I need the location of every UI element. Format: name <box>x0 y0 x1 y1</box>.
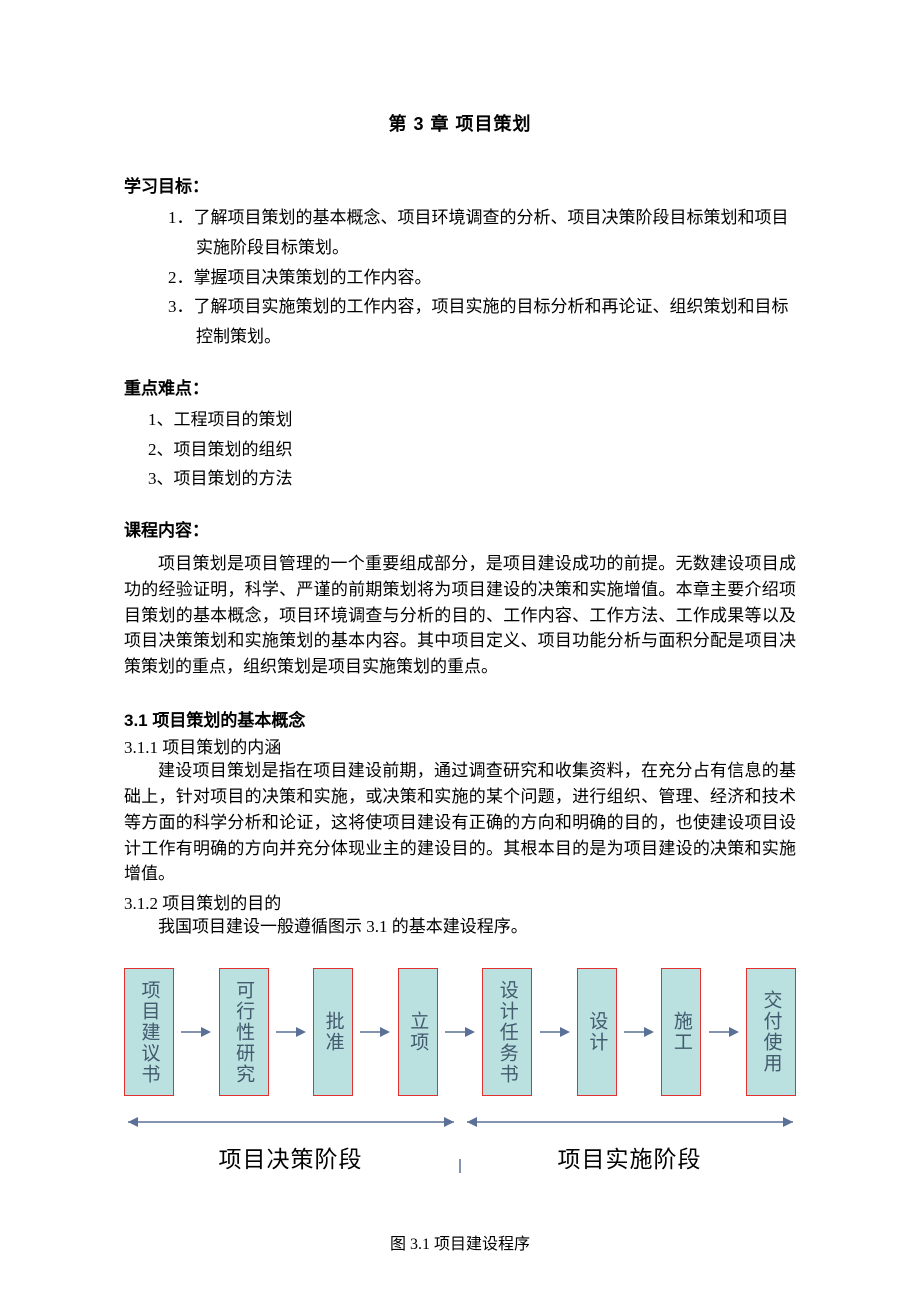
chapter-title: 第 3 章 项目策划 <box>124 110 796 136</box>
phase-implementation: 项目实施阶段 <box>463 1114 796 1174</box>
flow-node: 立项 <box>398 968 438 1096</box>
figure-caption: 图 3.1 项目建设程序 <box>124 1230 796 1254</box>
list-item: 1．了解项目策划的基本概念、项目环境调查的分析、项目决策阶段目标策划和项目实施阶… <box>168 203 796 263</box>
section-3-1-1-heading: 3.1.1 项目策划的内涵 <box>124 733 796 758</box>
list-item: 2．掌握项目决策策划的工作内容。 <box>168 263 796 293</box>
arrow-right-icon <box>624 1025 654 1039</box>
flow-node: 批准 <box>313 968 353 1096</box>
list-item: 2、项目策划的组织 <box>148 435 796 465</box>
flow-node: 可行性研究 <box>219 968 269 1096</box>
phase-bracket-icon <box>126 1114 456 1130</box>
figure-3-1: 项目建议书可行性研究批准立项设计任务书设计施工交付使用 项目决策阶段 项目实施阶… <box>124 968 796 1254</box>
phase-decision: 项目决策阶段 <box>124 1114 457 1174</box>
keypoints-list: 1、工程项目的策划 2、项目策划的组织 3、项目策划的方法 <box>124 405 796 494</box>
section-3-1-2-heading: 3.1.2 项目策划的目的 <box>124 889 796 914</box>
list-item: 3．了解项目实施策划的工作内容，项目实施的目标分析和再论证、组织策划和目标控制策… <box>168 292 796 352</box>
objectives-label: 学习目标： <box>124 172 796 197</box>
keypoints-label: 重点难点： <box>124 374 796 399</box>
arrow-right-icon <box>181 1025 211 1039</box>
flow-node: 设计任务书 <box>482 968 532 1096</box>
list-item: 3、项目策划的方法 <box>148 464 796 494</box>
objectives-list: 1．了解项目策划的基本概念、项目环境调查的分析、项目决策阶段目标策划和项目实施阶… <box>124 203 796 352</box>
phase-row: 项目决策阶段 项目实施阶段 <box>124 1114 796 1174</box>
course-intro: 项目策划是项目管理的一个重要组成部分，是项目建设成功的前提。无数建设项目成功的经… <box>124 551 796 680</box>
arrow-right-icon <box>445 1025 475 1039</box>
flow-node: 交付使用 <box>746 968 796 1096</box>
section-3-1-1-para: 建设项目策划是指在项目建设前期，通过调查研究和收集资料，在充分占有信息的基础上，… <box>124 758 796 887</box>
arrow-right-icon <box>709 1025 739 1039</box>
phase-bracket-icon <box>465 1114 795 1130</box>
section-3-1-2-para: 我国项目建设一般遵循图示 3.1 的基本建设程序。 <box>124 914 796 940</box>
arrow-right-icon <box>360 1025 390 1039</box>
arrow-right-icon <box>540 1025 570 1039</box>
course-label: 课程内容： <box>124 516 796 541</box>
phase-label: 项目实施阶段 <box>558 1140 702 1174</box>
flow-node: 设计 <box>577 968 617 1096</box>
arrow-right-icon <box>276 1025 306 1039</box>
phase-label: 项目决策阶段 <box>219 1140 363 1174</box>
flow-node: 项目建议书 <box>124 968 174 1096</box>
flow-node: 施工 <box>661 968 701 1096</box>
flowchart-row: 项目建议书可行性研究批准立项设计任务书设计施工交付使用 <box>124 968 796 1096</box>
list-item: 1、工程项目的策划 <box>148 405 796 435</box>
section-3-1-heading: 3.1 项目策划的基本概念 <box>124 706 796 731</box>
